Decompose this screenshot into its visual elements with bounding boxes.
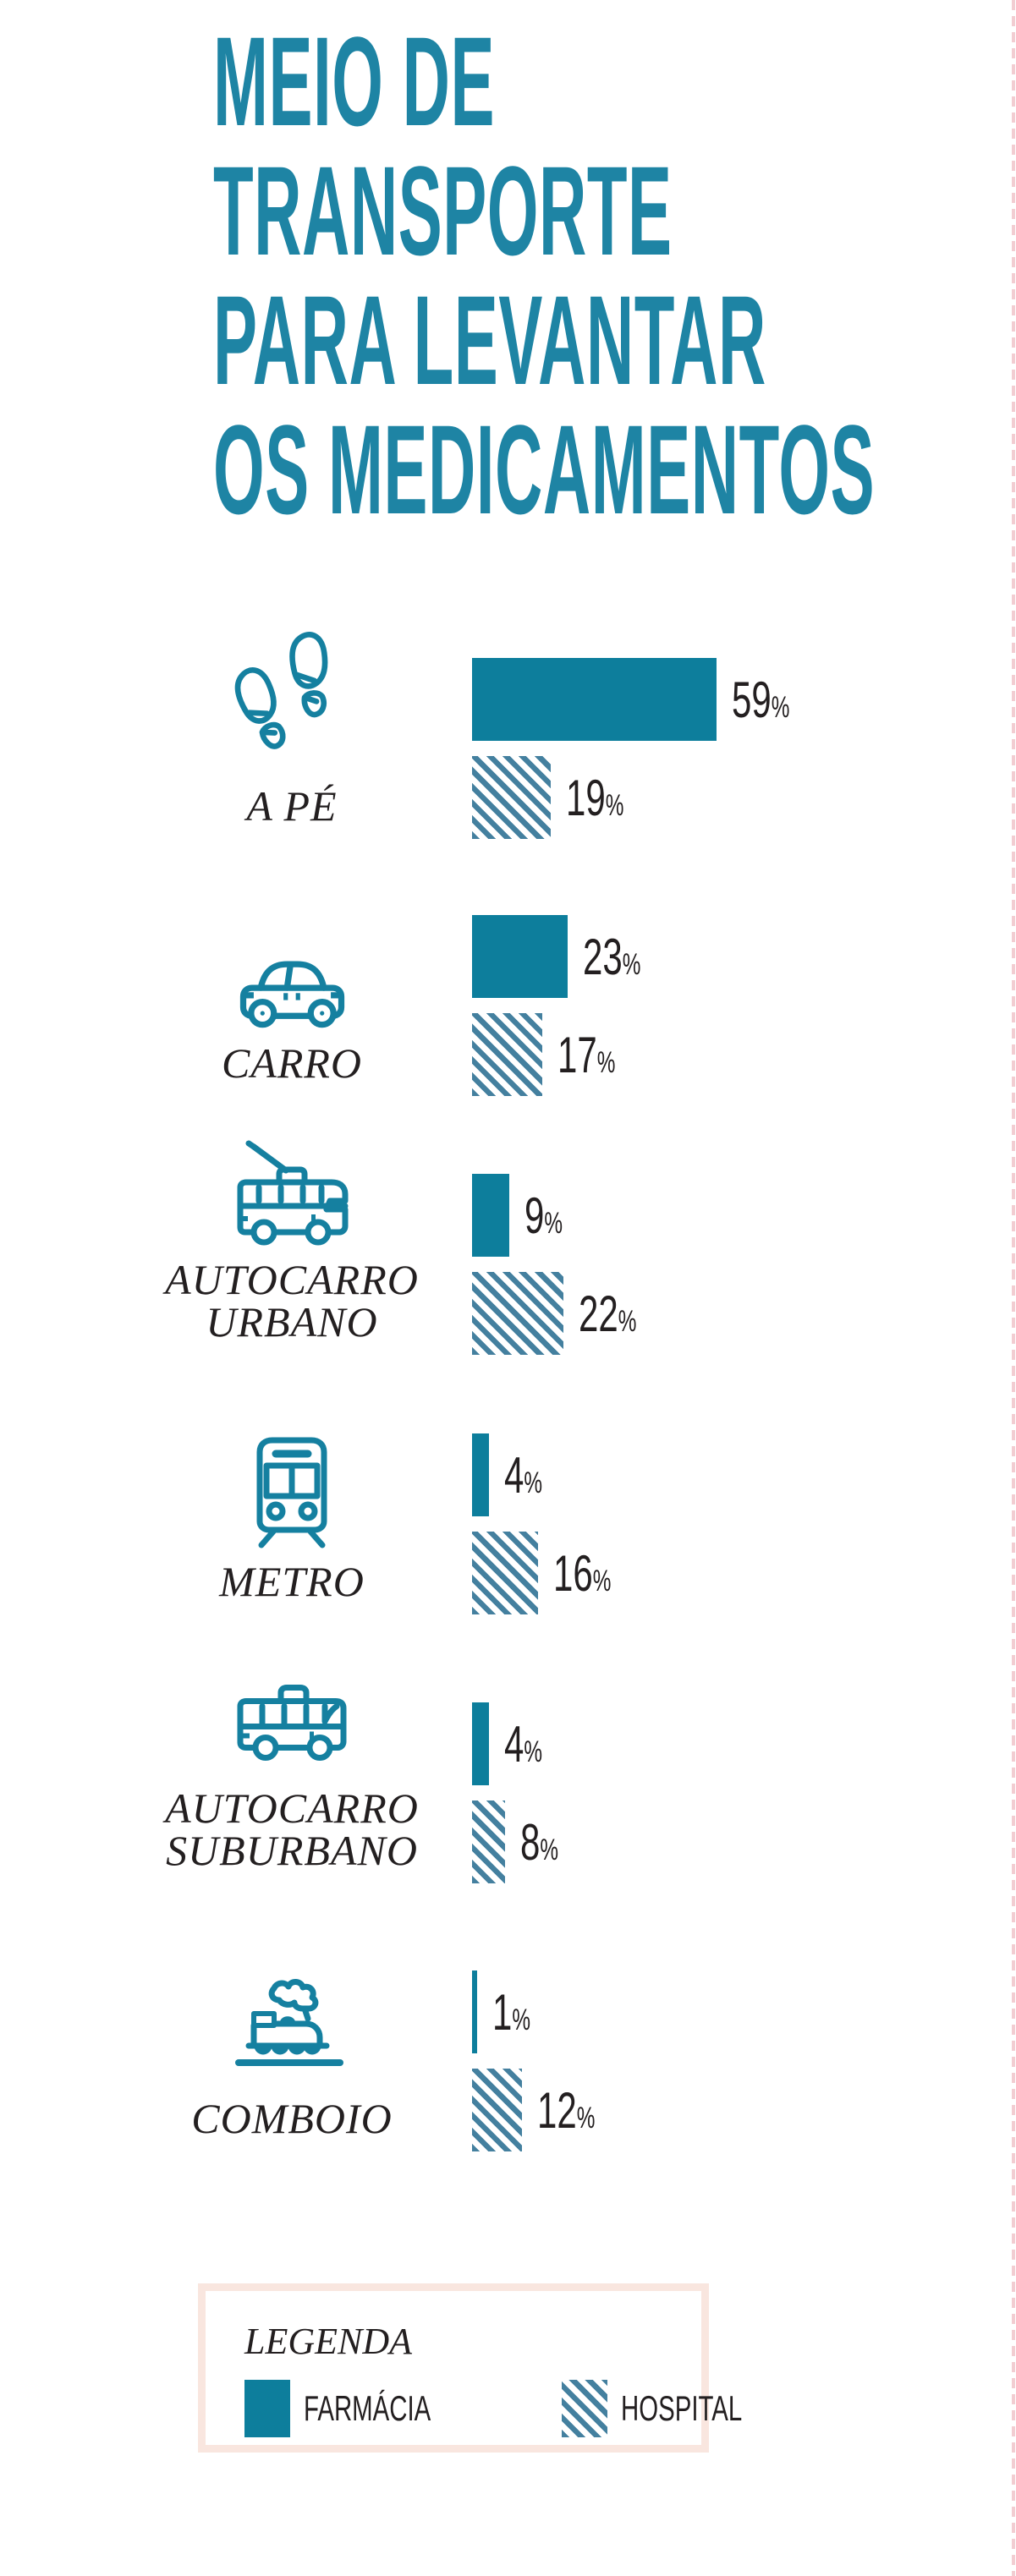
farmacia-bar [472, 1970, 477, 2053]
category-autocarro-suburbano: AUTOCARRO SUBURBANO [135, 1673, 448, 1872]
title-line-3: PARA LEVANTAR [213, 269, 766, 411]
farmacia-bar [472, 1702, 489, 1785]
legend-title: LEGENDA [244, 2321, 412, 2362]
hospital-label: HOSPITAL [620, 2388, 742, 2428]
category-label: COMBOIO [191, 2095, 393, 2142]
category-comboio: COMBOIO [135, 1941, 448, 2140]
farmacia-bar-line: 4% [472, 1702, 575, 1785]
category-label: AUTOCARRO URBANO [165, 1256, 419, 1346]
hospital-bar-line: 19% [472, 756, 815, 839]
title-line-4: OS MEDICAMENTOS [213, 398, 876, 540]
farmacia-bar [472, 915, 568, 998]
category-label: AUTOCARRO SUBURBANO [165, 1784, 419, 1874]
suburban-bus-icon [228, 1680, 355, 1779]
legend: LEGENDA FARMÁCIA HOSPITAL [198, 2283, 742, 2453]
metro-icon [241, 1429, 343, 1552]
farmacia-bar-line: 1% [472, 1970, 620, 2053]
farmacia-value: 59% [732, 671, 790, 728]
hospital-value: 8% [520, 1813, 559, 1871]
category-a-pe: A PÉ [135, 628, 448, 827]
hospital-bar [472, 1532, 539, 1614]
chart-row-autocarro-urbano: AUTOCARRO URBANO 9% 22% [0, 1140, 1016, 1355]
farmacia-value: 1% [492, 1983, 531, 2041]
legend-item-farmacia: FARMÁCIA [244, 2380, 486, 2437]
bars-group: 9% 22% [472, 1174, 662, 1370]
hospital-value: 16% [553, 1544, 612, 1602]
category-label: CARRO [221, 1039, 363, 1087]
chart-row-carro: CARRO 23% 17% [0, 915, 1016, 1096]
farmacia-swatch [244, 2380, 290, 2437]
legend-items: FARMÁCIA HOSPITAL [244, 2380, 742, 2437]
farmacia-value: 9% [524, 1187, 563, 1244]
farmacia-bar [472, 658, 717, 741]
pink-dashed-trim-line [1012, 0, 1015, 2576]
steam-train-icon [228, 1964, 355, 2089]
bars-group: 1% 12% [472, 1970, 620, 2167]
hospital-value: 17% [557, 1026, 616, 1083]
title-line-2: TRANSPORTE [213, 140, 673, 282]
hospital-bar [472, 1013, 543, 1096]
hospital-bar [472, 756, 552, 839]
bars-group: 4% 8% [472, 1702, 575, 1899]
hospital-bar-line: 12% [472, 2069, 620, 2151]
chart-row-autocarro-suburbano: AUTOCARRO SUBURBANO 4% 8% [0, 1685, 1016, 1883]
farmacia-value: 4% [503, 1446, 542, 1504]
farmacia-bar [472, 1433, 489, 1516]
farmacia-bar [472, 1174, 510, 1257]
farmacia-value: 4% [503, 1715, 542, 1773]
hospital-bar-line: 8% [472, 1800, 575, 1883]
chart-row-a-pe: A PÉ 59% 19% [0, 632, 1016, 839]
bars-group: 59% 19% [472, 658, 815, 854]
car-icon [231, 939, 354, 1033]
hospital-bar [472, 2069, 522, 2151]
farmacia-label: FARMÁCIA [304, 2388, 431, 2428]
title-line-1: MEIO DE [213, 10, 496, 152]
hospital-value: 22% [578, 1285, 637, 1342]
hospital-bar [472, 1800, 506, 1883]
farmacia-bar-line: 9% [472, 1174, 662, 1257]
farmacia-bar-line: 23% [472, 915, 665, 998]
farmacia-bar-line: 59% [472, 658, 815, 741]
category-autocarro-urbano: AUTOCARRO URBANO [135, 1140, 448, 1346]
hospital-bar-line: 16% [472, 1532, 636, 1614]
footprints-icon [211, 624, 372, 776]
category-metro: METRO [135, 1404, 448, 1603]
page-title: MEIO DE TRANSPORTE PARA LEVANTAR OS MEDI… [213, 17, 1016, 534]
legend-item-hospital: HOSPITAL [561, 2380, 794, 2437]
hospital-value: 19% [566, 769, 624, 826]
chart-row-metro: METRO 4% 16% [0, 1433, 1016, 1614]
farmacia-bar-line: 4% [472, 1433, 636, 1516]
category-label: METRO [219, 1558, 365, 1605]
category-label: A PÉ [246, 782, 338, 830]
hospital-bar-line: 17% [472, 1013, 665, 1096]
hospital-bar-line: 22% [472, 1272, 662, 1355]
hospital-swatch [561, 2380, 607, 2437]
hospital-bar [472, 1272, 563, 1355]
bars-group: 4% 16% [472, 1433, 636, 1630]
trolleybus-icon [228, 1138, 355, 1250]
farmacia-value: 23% [582, 928, 641, 985]
category-carro: CARRO [135, 885, 448, 1084]
bars-group: 23% 17% [472, 915, 665, 1111]
chart-row-comboio: COMBOIO 1% 12% [0, 1970, 1016, 2151]
hospital-value: 12% [536, 2081, 596, 2139]
